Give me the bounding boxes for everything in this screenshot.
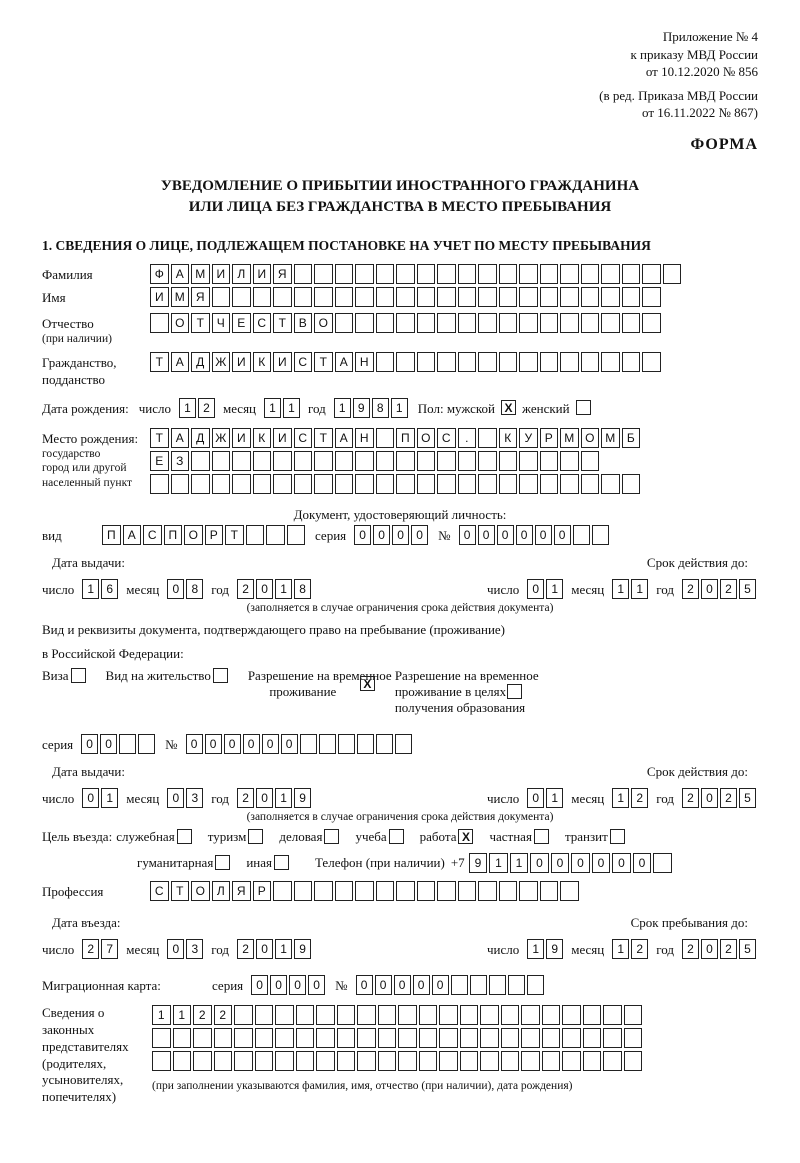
- imya-row: Имя И М Я: [42, 287, 758, 307]
- grazhdanstvo-row: Гражданство, подданство Т А Д Ж И К И С …: [42, 352, 758, 388]
- entry-dates-row: число 2 7 месяц 0 3 год 2 0 1 9 число 1 …: [42, 939, 758, 961]
- legal-reps-note: (при заполнении указываются фамилия, имя…: [152, 1080, 644, 1092]
- pol-male-checkbox[interactable]: X: [501, 400, 516, 415]
- document-page: Приложение № 4 к приказу МВД России от 1…: [0, 0, 800, 1163]
- turizm-checkbox[interactable]: [248, 829, 263, 844]
- visa-checkbox[interactable]: [71, 668, 86, 683]
- delovaya-checkbox[interactable]: [324, 829, 339, 844]
- residence-doc-date-titles: Дата выдачи: Срок действия до:: [42, 764, 758, 780]
- legal-reps-row2-boxes[interactable]: [152, 1028, 644, 1048]
- birthplace-row3-boxes[interactable]: [150, 474, 642, 494]
- legal-reps-row: Сведения о законных представителях (роди…: [42, 1005, 758, 1106]
- sluzhebnaya-checkbox[interactable]: [177, 829, 192, 844]
- birthplace-row: Место рождения: государство город или др…: [42, 428, 758, 497]
- residence-right-line1: Вид и реквизиты документа, подтверждающе…: [42, 622, 758, 638]
- migration-card-row: Миграционная карта: серия 0 0 0 0 № 0 0 …: [42, 975, 758, 995]
- tranzit-checkbox[interactable]: [610, 829, 625, 844]
- document-date-note: (заполняется в случае ограничения срока …: [42, 602, 758, 614]
- chastnaya-checkbox[interactable]: [534, 829, 549, 844]
- residence-doc-seriya-row: серия 0 0 № 0 0 0 0 0 0: [42, 734, 758, 754]
- document-title-center: Документ, удостоверяющий личность:: [42, 507, 758, 523]
- professiya-boxes[interactable]: С Т О Л Я Р: [150, 881, 581, 901]
- residence-right-line2: в Российской Федерации:: [42, 646, 758, 662]
- document-dates-row: число 1 6 месяц 0 8 год 2 0 1 8 число 0 …: [42, 579, 758, 601]
- grazhdanstvo-boxes[interactable]: Т А Д Ж И К И С Т А Н: [150, 352, 663, 372]
- pol-female-checkbox[interactable]: [576, 400, 591, 415]
- rabota-checkbox[interactable]: X: [458, 829, 473, 844]
- inaya-checkbox[interactable]: [274, 855, 289, 870]
- razreshenie-vremennoe-checkbox[interactable]: X: [360, 676, 375, 691]
- document-vid-row: вид П А С П О Р Т серия 0 0 0 0 № 0 0 0 …: [42, 525, 758, 545]
- otchestvo-row: Отчество (при наличии) О Т Ч Е С Т В О: [42, 313, 758, 347]
- residence-doc-date-note: (заполняется в случае ограничения срока …: [42, 811, 758, 823]
- razreshenie-obrazovanie-checkbox[interactable]: [507, 684, 522, 699]
- dob-row: Дата рождения: число 1 2 месяц 1 1 год 1…: [42, 398, 758, 418]
- document-date-titles: Дата выдачи: Срок действия до:: [42, 555, 758, 571]
- legal-reps-row1-boxes[interactable]: 1 1 2 2: [152, 1005, 644, 1025]
- telefon-boxes[interactable]: 9 1 1 0 0 0 0 0 0: [469, 853, 674, 873]
- familia-row: Фамилия Ф А М И Л И Я: [42, 264, 758, 284]
- residence-right-options: Виза Вид на жительство Разрешение на вре…: [42, 668, 758, 718]
- goal-row2: гуманитарная иная Телефон (при наличии) …: [137, 853, 758, 873]
- forma-label: ФОРМА: [42, 136, 758, 154]
- professiya-row: Профессия С Т О Л Я Р: [42, 881, 758, 901]
- familia-boxes[interactable]: Ф А М И Л И Я: [150, 264, 683, 284]
- entry-date-titles: Дата въезда: Срок пребывания до:: [42, 915, 758, 931]
- gumanitarnaya-checkbox[interactable]: [215, 855, 230, 870]
- residence-doc-dates-row: число 0 1 месяц 0 3 год 2 0 1 9 число 0 …: [42, 788, 758, 810]
- document-title: УВЕДОМЛЕНИЕ О ПРИБЫТИИ ИНОСТРАННОГО ГРАЖ…: [42, 176, 758, 218]
- section1-title: 1. СВЕДЕНИЯ О ЛИЦЕ, ПОДЛЕЖАЩЕМ ПОСТАНОВК…: [42, 238, 758, 254]
- imya-boxes[interactable]: И М Я: [150, 287, 663, 307]
- ucheba-checkbox[interactable]: [389, 829, 404, 844]
- legal-reps-row3-boxes[interactable]: [152, 1051, 644, 1071]
- header-block: Приложение № 4 к приказу МВД России от 1…: [42, 28, 758, 122]
- otchestvo-boxes[interactable]: О Т Ч Е С Т В О: [150, 313, 663, 333]
- vid-na-zhitelstvo-checkbox[interactable]: [213, 668, 228, 683]
- goal-row1: Цель въезда: служебная туризм деловая уч…: [42, 829, 758, 845]
